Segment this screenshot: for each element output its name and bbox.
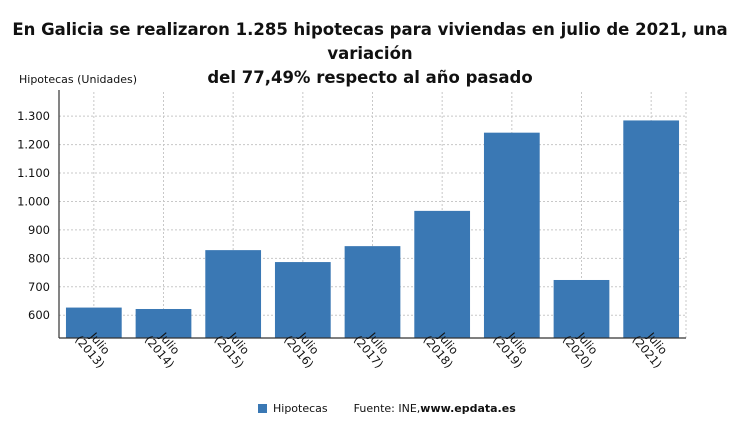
chart-title: En Galicia se realizaron 1.285 hipotecas… <box>12 20 728 87</box>
y-axis-title: Hipotecas (Unidades) <box>19 73 138 86</box>
bar <box>623 120 680 339</box>
legend-label-hipotecas: Hipotecas <box>273 402 328 415</box>
bar <box>414 210 471 338</box>
source-prefix: Fuente: INE, <box>353 402 421 415</box>
y-tick-label: 900 <box>28 223 50 237</box>
bar <box>65 307 122 338</box>
y-tick-label: 1.200 <box>17 138 50 152</box>
y-tick-label: 600 <box>28 308 50 322</box>
legend: Hipotecas Fuente: INE, www.epdata.es <box>258 402 516 415</box>
y-tick-label: 1.300 <box>17 109 50 123</box>
bar <box>274 262 331 338</box>
bar <box>553 279 610 338</box>
y-tick-label: 1.000 <box>17 194 50 208</box>
bar <box>483 132 540 338</box>
source-site: www.epdata.es <box>420 402 516 415</box>
bar <box>344 246 401 338</box>
y-tick-label: 1.100 <box>17 166 50 180</box>
y-tick-label: 700 <box>28 280 50 294</box>
legend-swatch <box>258 404 267 413</box>
bar <box>205 250 262 338</box>
bar <box>135 308 192 338</box>
y-tick-label: 800 <box>28 251 50 265</box>
